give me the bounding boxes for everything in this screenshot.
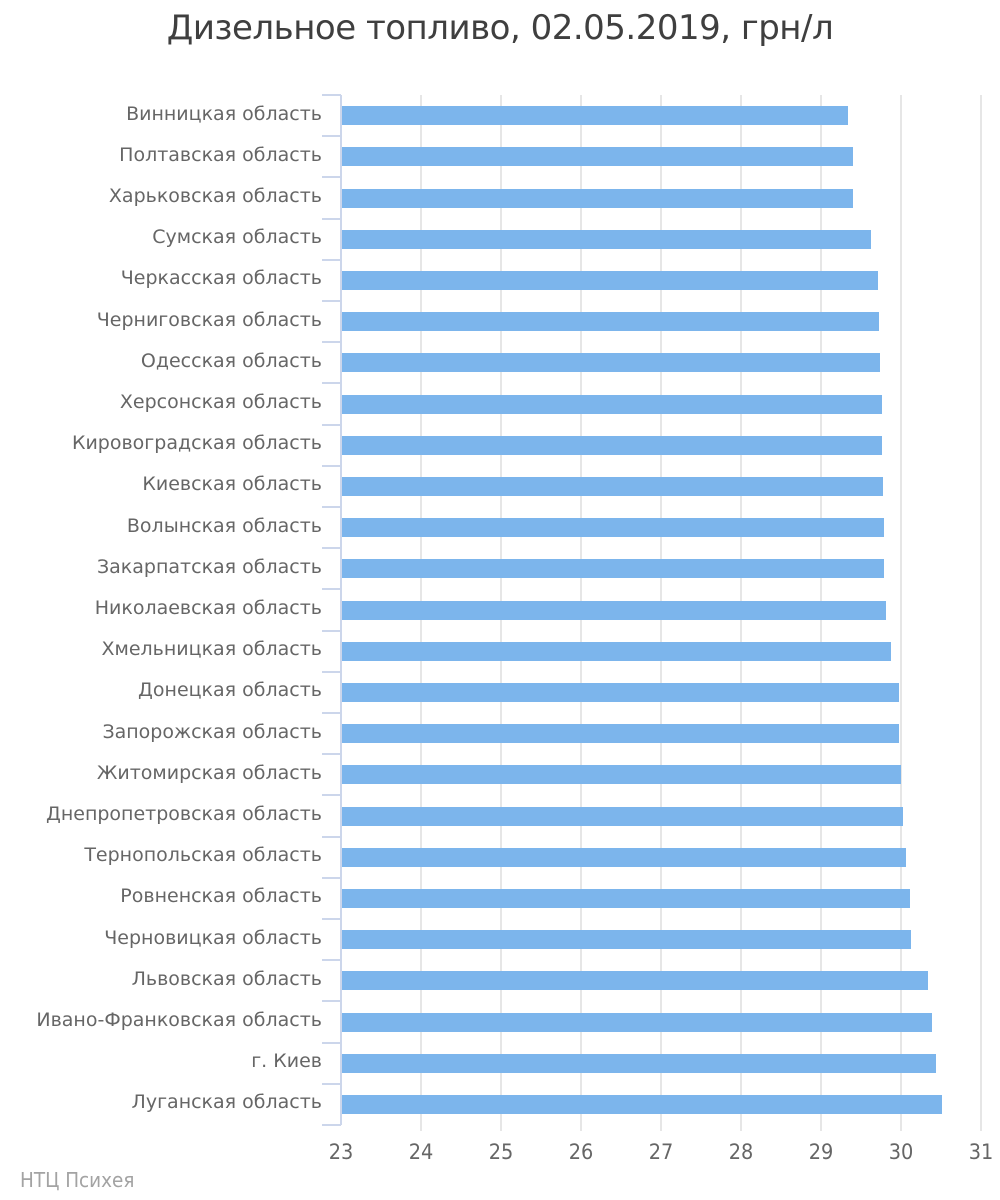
category-axis-tick bbox=[322, 876, 341, 879]
bar[interactable] bbox=[342, 1012, 933, 1032]
category-axis-tick bbox=[322, 94, 341, 96]
bar[interactable] bbox=[342, 106, 849, 126]
bar[interactable] bbox=[342, 312, 880, 332]
bar[interactable] bbox=[342, 394, 882, 414]
x-axis-tick-label: 24 bbox=[408, 1140, 434, 1164]
category-label: Сумская область bbox=[152, 226, 322, 249]
category-axis-tick bbox=[322, 464, 341, 467]
category-axis-tick bbox=[322, 1082, 341, 1085]
bar[interactable] bbox=[342, 188, 853, 208]
category-axis-tick bbox=[322, 1000, 341, 1003]
bar[interactable] bbox=[342, 1094, 942, 1114]
category-label: Николаевская область bbox=[94, 597, 322, 619]
category-label: Черновицкая область bbox=[104, 926, 322, 949]
bar[interactable] bbox=[342, 476, 883, 496]
category-label: Харьковская область bbox=[108, 185, 322, 207]
bar[interactable] bbox=[342, 147, 853, 167]
category-label: Луганская область bbox=[131, 1091, 322, 1114]
x-axis-tick-label: 29 bbox=[808, 1140, 834, 1164]
bar[interactable] bbox=[342, 270, 878, 290]
category-axis-tick bbox=[322, 217, 341, 220]
category-axis-tick bbox=[322, 629, 341, 632]
category-label: Закарпатская область bbox=[96, 555, 322, 578]
bar[interactable] bbox=[342, 641, 891, 661]
category-label: Хмельницкая область bbox=[101, 638, 322, 661]
category-axis-tick bbox=[322, 588, 341, 591]
category-label: Львовская область bbox=[131, 967, 322, 990]
x-axis-tick-label: 26 bbox=[568, 1140, 594, 1164]
category-axis-line bbox=[340, 95, 342, 1125]
category-axis-tick bbox=[322, 258, 341, 261]
bar[interactable] bbox=[342, 1053, 937, 1073]
bar[interactable] bbox=[342, 229, 871, 249]
bar[interactable] bbox=[342, 559, 885, 579]
category-label: Киевская область bbox=[142, 473, 322, 496]
bar[interactable] bbox=[342, 724, 899, 744]
bar[interactable] bbox=[342, 806, 903, 826]
grid-line bbox=[900, 95, 902, 1131]
category-axis-tick bbox=[322, 547, 341, 550]
bar[interactable] bbox=[342, 600, 886, 620]
category-label: Одесская область bbox=[140, 349, 322, 372]
category-axis-tick bbox=[322, 712, 341, 714]
bar[interactable] bbox=[342, 847, 906, 867]
category-label: Тернопольская область bbox=[84, 844, 322, 867]
grid-line bbox=[980, 95, 982, 1131]
category-axis-tick bbox=[322, 1041, 341, 1044]
category-axis-tick bbox=[322, 794, 341, 797]
category-axis-tick bbox=[322, 506, 341, 508]
category-label: г. Киев bbox=[251, 1050, 322, 1073]
category-label: Ивано-Франковская область bbox=[36, 1009, 322, 1031]
bar[interactable] bbox=[342, 353, 881, 373]
bar[interactable] bbox=[342, 765, 901, 785]
category-label: Кировоградская область bbox=[71, 432, 322, 455]
category-label: Запорожская область bbox=[102, 720, 322, 743]
bar[interactable] bbox=[342, 971, 929, 991]
category-axis-tick bbox=[322, 1124, 341, 1126]
category-axis-tick bbox=[322, 176, 341, 179]
category-axis-tick bbox=[322, 670, 341, 673]
bar[interactable] bbox=[342, 518, 885, 538]
category-axis-tick bbox=[322, 135, 341, 138]
category-axis-tick bbox=[322, 423, 341, 426]
category-axis-tick bbox=[322, 382, 341, 385]
bar[interactable] bbox=[342, 888, 910, 908]
category-label: Черкасская область bbox=[120, 267, 322, 290]
category-axis-tick bbox=[322, 959, 341, 962]
category-label: Ровненская область bbox=[120, 885, 322, 908]
x-axis-tick-label: 25 bbox=[488, 1140, 514, 1164]
x-axis-tick-label: 23 bbox=[328, 1140, 354, 1164]
bar[interactable] bbox=[342, 930, 911, 950]
category-label: Днепропетровская область bbox=[45, 803, 322, 825]
category-label: Донецкая область bbox=[138, 679, 322, 702]
category-label: Житомирская область bbox=[96, 761, 322, 784]
x-axis-tick-label: 27 bbox=[648, 1140, 674, 1164]
category-label: Волынская область bbox=[126, 514, 322, 537]
chart-title: Дизельное топливо, 02.05.2019, грн/л bbox=[166, 8, 834, 48]
x-axis-tick-label: 28 bbox=[728, 1140, 754, 1164]
category-axis-tick bbox=[322, 918, 341, 920]
category-axis-tick bbox=[322, 300, 341, 302]
category-label: Черниговская область bbox=[96, 308, 322, 331]
x-axis-tick-label: 31 bbox=[968, 1140, 994, 1164]
category-label: Винницкая область bbox=[126, 102, 322, 125]
category-label: Полтавская область bbox=[119, 143, 322, 166]
bar[interactable] bbox=[342, 682, 899, 702]
bar[interactable] bbox=[342, 435, 882, 455]
category-axis-tick bbox=[322, 753, 341, 756]
category-label: Херсонская область bbox=[119, 391, 322, 413]
x-axis-tick-label: 30 bbox=[888, 1140, 914, 1164]
credits-watermark: НТЦ Психея bbox=[20, 1168, 135, 1192]
category-axis-tick bbox=[322, 341, 341, 344]
category-axis-tick bbox=[322, 835, 341, 838]
